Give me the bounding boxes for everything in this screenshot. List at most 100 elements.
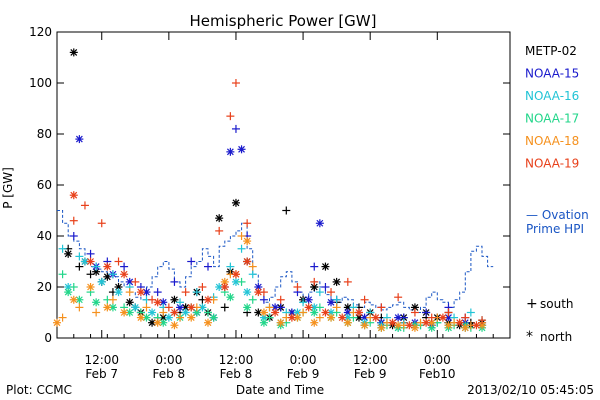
north-marker-d2: [115, 288, 122, 296]
north-marker-d2: [422, 319, 430, 327]
north-marker-d2: [310, 319, 318, 327]
y-tick-label: 20: [37, 280, 52, 294]
north-marker-d2: [126, 278, 134, 286]
y-tick-label: 120: [29, 25, 52, 39]
north-marker-d2: [210, 314, 218, 322]
north-marker-d2: [478, 321, 486, 329]
north-marker-d2: [322, 263, 329, 271]
x-tick-label-date: Feb 9: [287, 367, 320, 381]
y-axis-label: P [GW]: [1, 167, 15, 209]
north-marker-d2: [445, 314, 452, 322]
north-marker-d2: [243, 303, 251, 311]
north-marker-d2: [204, 296, 212, 304]
north-marker-d2: [288, 314, 296, 322]
north-marker-d2: [98, 278, 106, 286]
north-marker-d2: [243, 258, 251, 265]
north-marker-d2: [154, 319, 162, 327]
north-marker-d2: [171, 309, 178, 316]
north-marker-d2: [120, 309, 128, 316]
north-marker-d2: [411, 303, 419, 311]
legend-ovation-line2: Prime HPI: [526, 222, 584, 236]
x-axis-label: Date and Time: [236, 383, 324, 397]
north-marker-d2: [338, 314, 346, 322]
legend-noaa-19: NOAA-19: [525, 157, 579, 171]
north-marker-d2: [182, 309, 190, 316]
north-marker-d2: [372, 314, 380, 322]
north-marker-d2: [148, 319, 156, 327]
north-marker-d2: [70, 296, 78, 304]
north-marker-d2: [439, 314, 447, 322]
north-marker-d2: [461, 324, 469, 332]
north-marker-d2: [70, 191, 78, 199]
north-marker-d2: [137, 288, 145, 296]
north-marker-d2: [226, 148, 234, 156]
north-marker-d2: [254, 309, 262, 316]
legend-label-south: south: [540, 297, 574, 311]
legend-noaa-17: NOAA-17: [525, 112, 579, 126]
north-marker-d2: [64, 288, 72, 296]
x-tick-label-date: Feb 8: [153, 367, 186, 381]
north-marker-d2: [260, 319, 268, 327]
legend-symbol-south: +: [526, 296, 538, 312]
north-marker-d2: [277, 319, 285, 327]
north-marker-d2: [87, 283, 94, 291]
x-tick-label-time: 0:00: [290, 353, 317, 367]
legend-noaa-16: NOAA-16: [525, 89, 579, 103]
north-marker-d2: [288, 309, 296, 316]
north-marker-d2: [187, 303, 195, 311]
north-marker-d2: [81, 258, 89, 265]
north-marker-d2: [394, 321, 402, 329]
north-marker-d2: [389, 319, 396, 327]
north-marker-d2: [148, 309, 156, 316]
north-marker-d2: [137, 314, 145, 322]
north-marker-d2: [165, 314, 173, 322]
north-marker-d2: [361, 321, 369, 329]
north-marker-d2: [294, 314, 301, 322]
north-marker-d2: [260, 314, 268, 322]
north-marker-d2: [355, 309, 363, 316]
north-marker-d2: [193, 309, 201, 316]
north-marker-d2: [411, 324, 419, 332]
north-marker-d2: [87, 258, 94, 265]
north-marker-d2: [226, 293, 234, 301]
north-marker-d2: [305, 303, 313, 311]
north-marker-d2: [182, 303, 190, 311]
north-marker-d2: [103, 263, 111, 271]
x-tick-label-time: 12:00: [84, 353, 119, 367]
north-marker-d2: [64, 283, 72, 291]
y-axis: 0 20 40 60 80 100 120: [29, 25, 510, 345]
y-tick-label: 40: [37, 229, 52, 243]
north-marker-d2: [159, 314, 167, 322]
chart-title: Hemispheric Power [GW]: [190, 12, 377, 30]
north-marker-d2: [115, 283, 122, 291]
north-marker-d2: [243, 237, 251, 245]
north-marker-d2: [344, 319, 352, 327]
north-marker-d2: [159, 298, 167, 306]
north-marker-d2: [221, 278, 229, 286]
north-marker-d2: [159, 319, 167, 327]
north-marker-d2: [428, 319, 436, 327]
north-marker-d2: [232, 199, 240, 207]
north-marker-d2: [394, 314, 402, 322]
series-noaa-15: [69, 124, 487, 330]
north-marker-d2: [53, 319, 61, 327]
north-marker-d2: [232, 270, 240, 278]
north-marker-d2: [428, 324, 436, 332]
north-marker-d2: [187, 314, 195, 322]
legend-symbol-north: *: [526, 329, 533, 345]
footer-plot-credit: Plot: CCMC: [6, 383, 72, 397]
north-marker-d2: [103, 303, 111, 311]
series-noaa-16: [58, 244, 487, 332]
north-marker-d2: [456, 319, 464, 327]
north-marker-d2: [143, 314, 150, 322]
legend-noaa-15: NOAA-15: [525, 67, 579, 81]
north-marker-d2: [215, 214, 223, 222]
north-marker-d2: [204, 319, 212, 327]
north-marker-d2: [355, 314, 363, 322]
y-tick-label: 100: [29, 76, 52, 90]
north-marker-d2: [361, 314, 369, 322]
north-marker-d2: [445, 321, 452, 329]
north-marker-d2: [327, 314, 335, 322]
north-marker-d2: [232, 278, 240, 286]
